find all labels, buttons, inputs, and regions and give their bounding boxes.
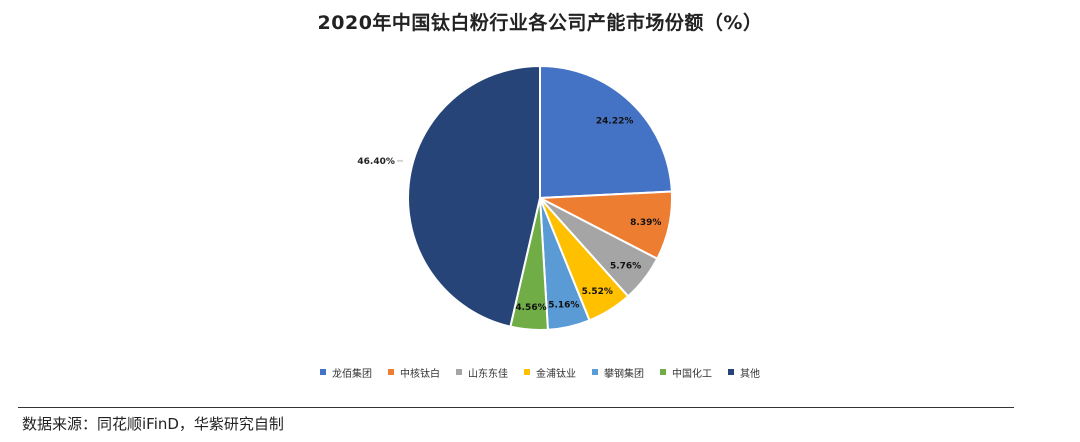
chart-title: 2020年中国钛白粉行业各公司产能市场份额（%） [317, 12, 763, 34]
pie-data-label: 4.56% [515, 303, 546, 313]
source-note: 数据来源：同花顺iFinD，华紫研究自制 [22, 415, 284, 433]
pie-data-label: 8.39% [630, 218, 661, 228]
legend-label: 龙佰集团 [332, 368, 372, 380]
legend-label: 中核钛白 [400, 368, 440, 380]
legend-swatch [524, 369, 530, 375]
legend-item: 其他 [728, 364, 760, 380]
pie-slices [407, 64, 673, 331]
pie-data-label: 5.16% [548, 301, 579, 311]
pie-data-label: 5.52% [582, 287, 613, 297]
pie-data-label: 24.22% [596, 117, 634, 127]
legend-item: 龙佰集团 [320, 364, 372, 380]
legend-item: 金浦钛业 [524, 364, 576, 380]
legend-label: 其他 [740, 368, 760, 380]
pie-slice-7 [407, 64, 541, 328]
pie-slice-1 [539, 64, 673, 200]
legend-label: 中国化工 [672, 368, 712, 380]
pie-data-label: 5.76% [610, 261, 641, 271]
legend-item: 中国化工 [660, 364, 712, 380]
legend-item: 中核钛白 [388, 364, 440, 380]
chart-legend: 龙佰集团 中核钛白 山东东佳 金浦钛业 攀钢集团 中国化工 其他 [0, 364, 1080, 380]
legend-swatch [388, 369, 394, 375]
legend-item: 山东东佳 [456, 364, 508, 380]
legend-label: 攀钢集团 [604, 368, 644, 380]
legend-label: 山东东佳 [468, 368, 508, 380]
legend-label: 金浦钛业 [536, 368, 576, 380]
pie-data-label: 46.40% [357, 157, 395, 167]
legend-item: 攀钢集团 [592, 364, 644, 380]
source-divider [18, 407, 1014, 408]
legend-swatch [728, 369, 734, 375]
legend-swatch [592, 369, 598, 375]
legend-swatch [456, 369, 462, 375]
legend-swatch [320, 369, 326, 375]
pie-data-labels: 24.22% 8.39% 5.76% 5.52%5.16%4.56% 46.40% [357, 117, 661, 313]
legend-swatch [660, 369, 666, 375]
